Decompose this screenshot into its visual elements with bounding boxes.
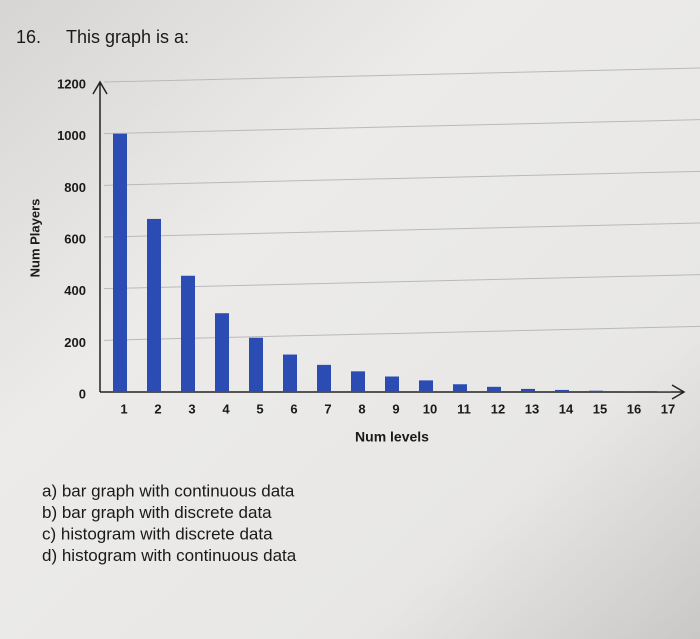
x-tick-label: 9 — [392, 401, 399, 416]
y-axis-label: Num Players — [27, 199, 42, 278]
grid-line — [103, 119, 700, 135]
x-tick-label: 13 — [525, 401, 539, 416]
bar — [453, 384, 467, 392]
x-axis-label: Num levels — [355, 429, 429, 445]
x-tick-label: 16 — [627, 401, 641, 416]
bar — [351, 371, 365, 392]
y-tick-label: 600 — [64, 231, 86, 246]
bar — [317, 364, 331, 392]
bar — [181, 275, 195, 392]
x-tick-label: 10 — [423, 401, 437, 416]
y-tick-label: 0 — [79, 386, 86, 401]
grid-line — [103, 67, 700, 83]
x-tick-label: 4 — [222, 401, 230, 416]
bar — [555, 389, 569, 392]
x-tick-label: 7 — [324, 401, 331, 416]
bar — [249, 337, 263, 392]
bar — [521, 388, 535, 392]
x-tick-label: 15 — [593, 401, 607, 416]
bar — [283, 354, 297, 392]
y-tick-label: 400 — [64, 283, 86, 298]
x-tick-label: 5 — [256, 401, 263, 416]
bar — [623, 391, 637, 392]
answer-option: b) bar graph with discrete data — [42, 503, 272, 522]
question-text: This graph is a: — [66, 27, 189, 47]
x-tick-label: 14 — [559, 401, 574, 416]
bar — [487, 386, 501, 392]
bar — [215, 313, 229, 392]
grid-line — [103, 222, 700, 238]
bar — [113, 133, 127, 392]
x-tick-label: 6 — [290, 401, 297, 416]
grid-line — [103, 274, 700, 290]
answer-option: a) bar graph with continuous data — [42, 481, 295, 500]
y-axis — [92, 80, 108, 392]
answer-option: d) histogram with continuous data — [42, 546, 297, 565]
x-tick-label: 11 — [457, 401, 471, 416]
x-tick-label: 3 — [188, 401, 195, 416]
y-tick-label: 1000 — [57, 128, 86, 143]
y-tick-label: 800 — [64, 180, 86, 195]
y-tick-label: 200 — [64, 335, 86, 350]
bar — [419, 380, 433, 392]
bar — [589, 390, 603, 392]
bar — [147, 218, 161, 392]
answer-option: c) histogram with discrete data — [42, 524, 273, 543]
bar — [657, 391, 671, 392]
x-tick-label: 12 — [491, 401, 505, 416]
grid-line — [103, 170, 700, 186]
x-tick-label: 2 — [154, 401, 161, 416]
grid-line — [103, 325, 700, 341]
bar — [385, 376, 399, 392]
x-tick-label: 8 — [358, 401, 365, 416]
x-tick-label: 1 — [120, 401, 127, 416]
y-tick-label: 1200 — [57, 76, 86, 91]
question-number: 16. — [16, 27, 41, 47]
x-tick-label: 17 — [661, 401, 675, 416]
